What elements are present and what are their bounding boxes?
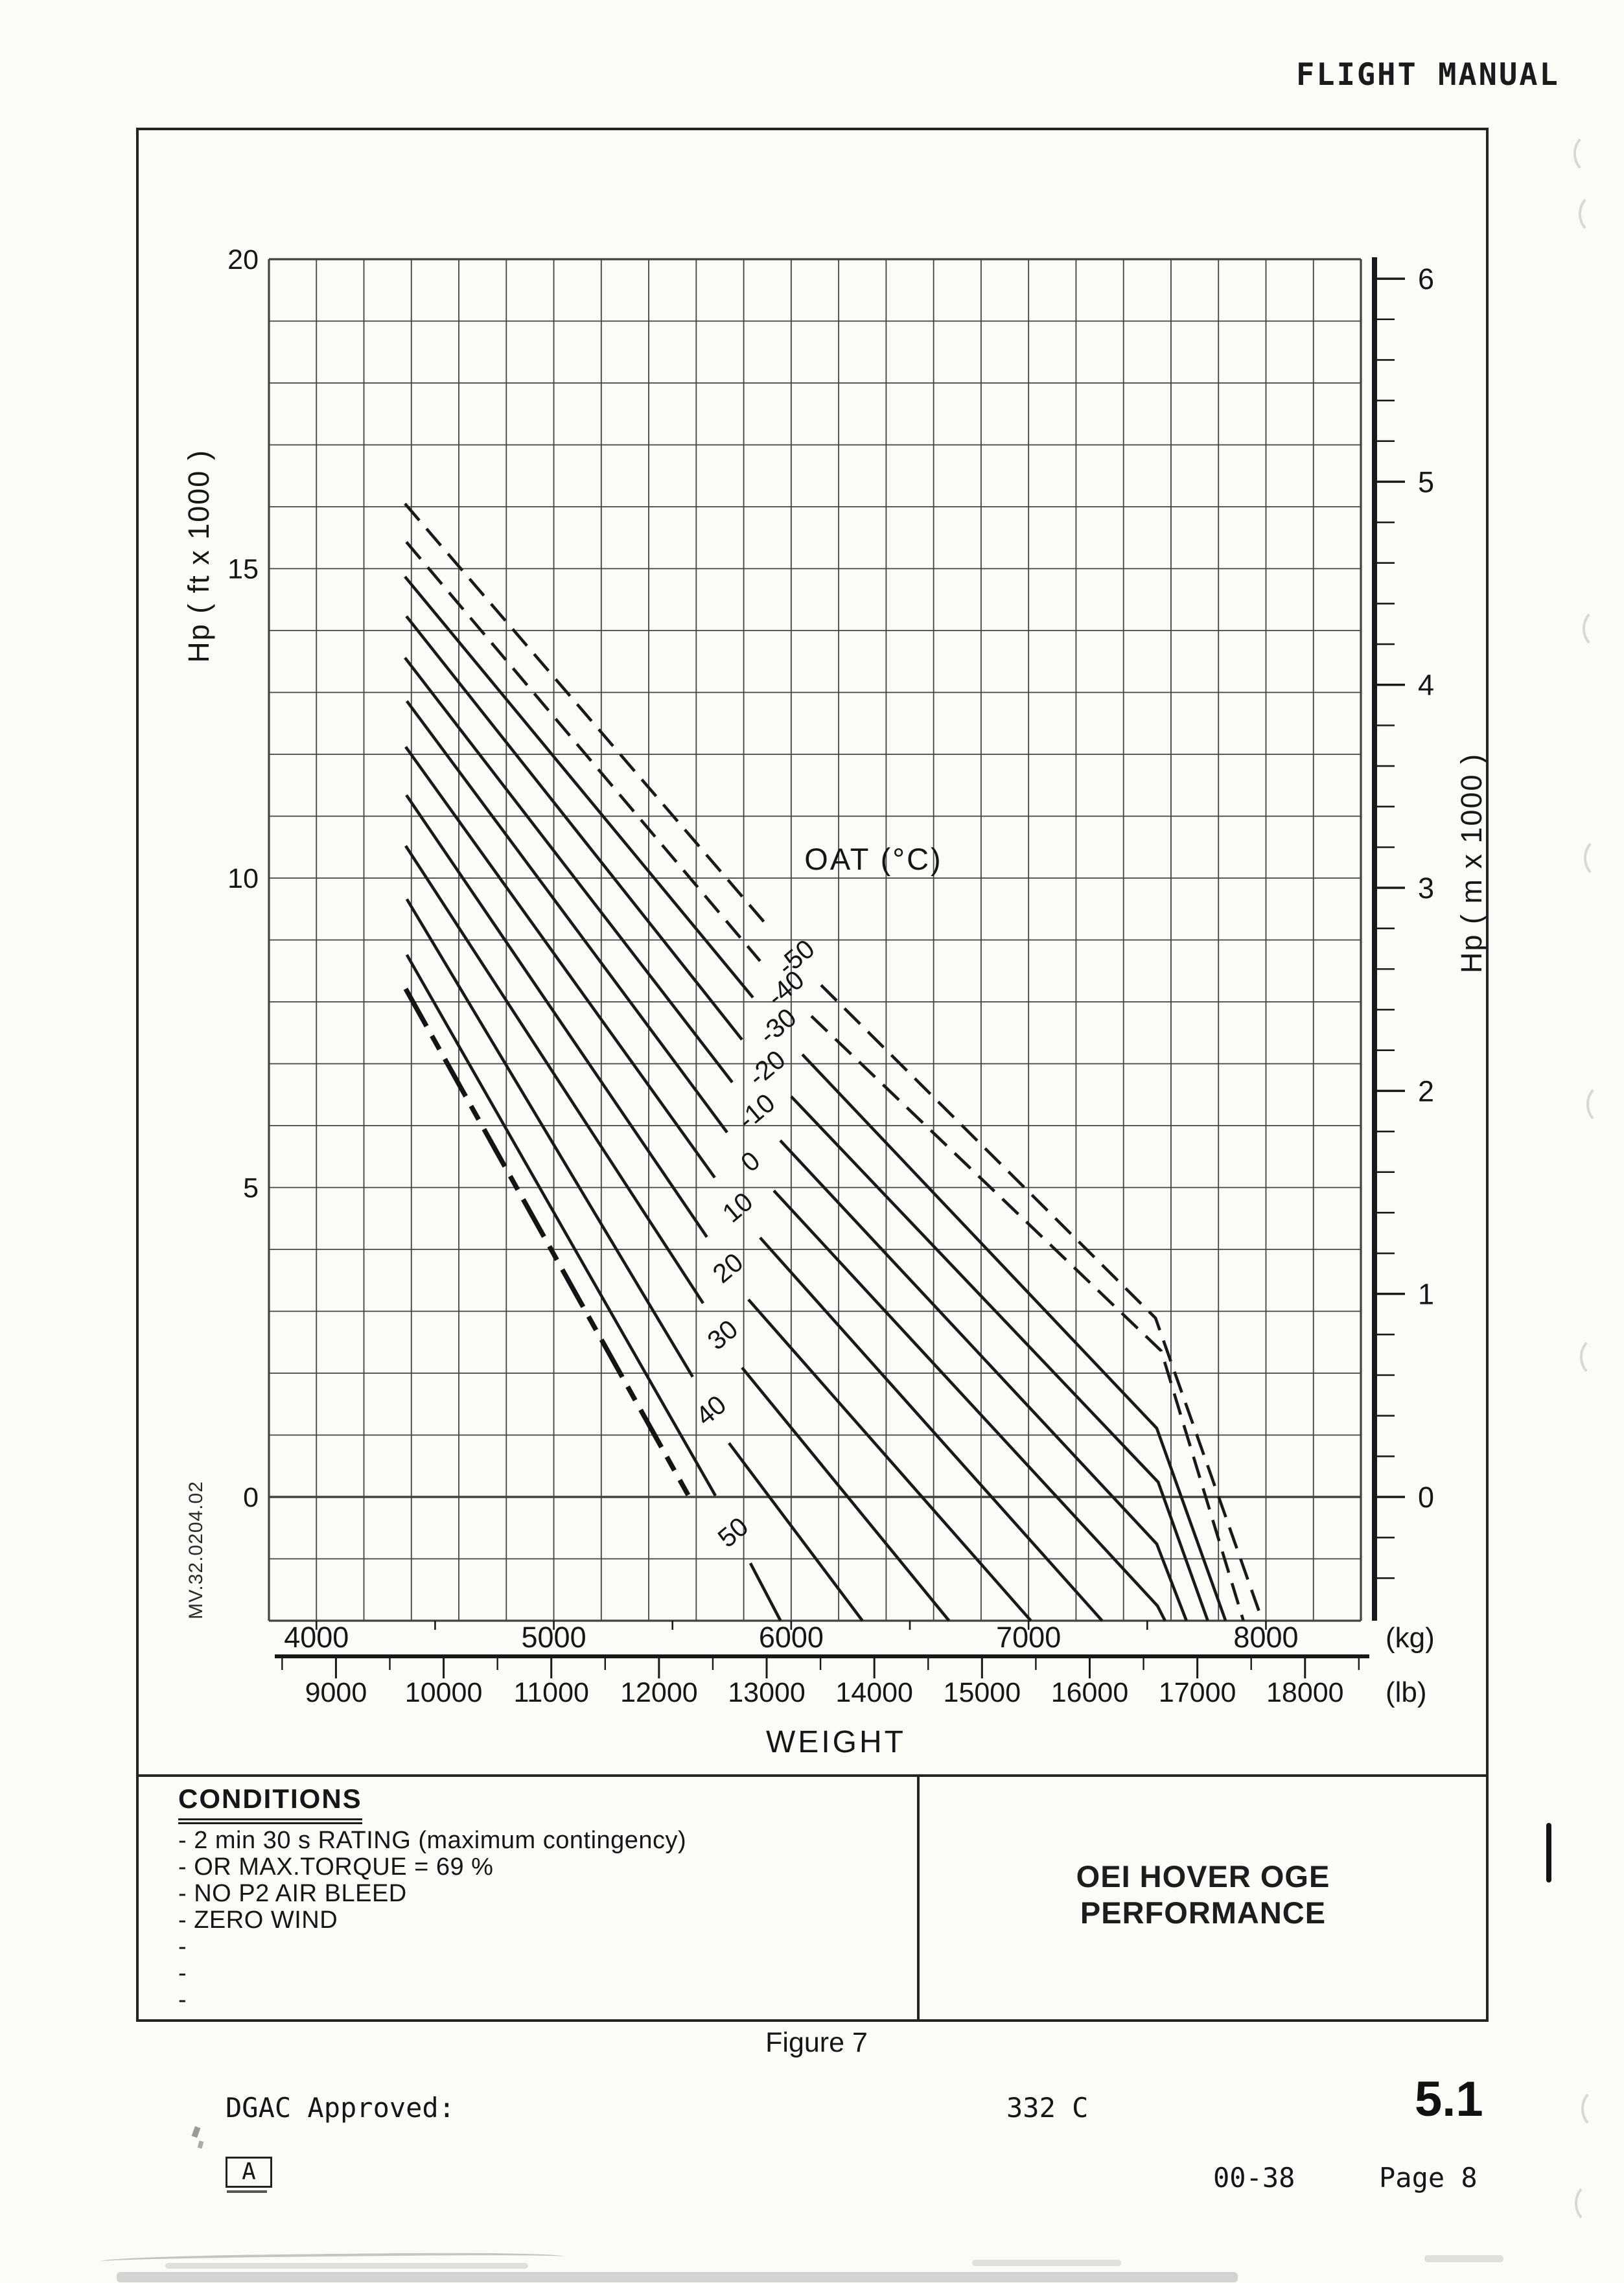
oat-curve-20: [405, 794, 708, 1238]
oat-curve--10: [404, 656, 734, 1084]
oat-curve--30: [801, 1053, 1227, 1621]
oat-curve-0: [772, 1189, 1166, 1622]
oat-curve--20: [790, 1095, 1209, 1621]
x-lb-label-16000: 16000: [1051, 1677, 1129, 1708]
y-right-tick-label-6: 6: [1418, 262, 1434, 296]
condition-item: - ZERO WIND: [178, 1906, 338, 1934]
weight-limit-line: [403, 988, 691, 1496]
oat-curve-50: [748, 1562, 782, 1622]
figure-caption: Figure 7: [765, 2027, 868, 2058]
scan-smudge-5: [117, 2272, 1238, 2282]
scan-smudge-2: [165, 2263, 528, 2269]
aircraft-type: 332 C: [1006, 2092, 1089, 2124]
hole-punch-arc-4: [1584, 837, 1620, 879]
oat-axis-title: OAT (°C): [804, 842, 942, 876]
lb-unit-label: (lb): [1386, 1676, 1427, 1708]
conditions-title-divider: [917, 1776, 920, 2021]
section-number: 5.1: [1415, 2072, 1483, 2127]
hole-punch-arc-1: [1573, 133, 1610, 174]
x-lb-label-15000: 15000: [944, 1677, 1021, 1708]
oat-curve--50: [820, 984, 1264, 1621]
condition-item: - 2 min 30 s RATING (maximum contingency…: [178, 1827, 687, 1854]
chart-reference-code: MV.32.0204.02: [185, 1481, 207, 1619]
condition-item: -: [178, 1933, 187, 1960]
x-kg-label-5000: 5000: [522, 1621, 586, 1654]
oat-curve-50: [405, 954, 717, 1497]
x-lb-label-17000: 17000: [1159, 1677, 1236, 1708]
x-lb-label-10000: 10000: [405, 1677, 483, 1708]
x-lb-label-12000: 12000: [620, 1677, 698, 1708]
oat-curve-40: [405, 898, 694, 1378]
hole-punch-arc-8: [1575, 2183, 1611, 2224]
hole-punch-arc-2: [1579, 193, 1615, 235]
y-right-tick-label-4: 4: [1418, 669, 1434, 702]
x-lb-label-13000: 13000: [728, 1677, 806, 1708]
x-kg-label-8000: 8000: [1233, 1621, 1298, 1654]
chart-title-block: OEI HOVER OGE PERFORMANCE: [920, 1859, 1487, 1931]
conditions-heading: CONDITIONS: [178, 1783, 362, 1824]
revision-letter-box: A: [226, 2157, 272, 2188]
condition-item: - NO P2 AIR BLEED: [178, 1880, 407, 1907]
y-left-tick-label-15: 15: [227, 554, 259, 585]
conditions-list: - 2 min 30 s RATING (maximum contingency…: [178, 1827, 891, 2013]
oat-curve--50: [404, 502, 772, 931]
y-right-tick-label-5: 5: [1418, 465, 1434, 498]
hole-punch-arc-5: [1586, 1084, 1623, 1125]
y-left-tick-label-20: 20: [227, 244, 259, 275]
kg-unit-label: (kg): [1386, 1622, 1435, 1654]
oat-curve--40: [810, 1015, 1245, 1621]
x-kg-label-6000: 6000: [759, 1621, 824, 1654]
conditions-box-top-border: [138, 1774, 1488, 1777]
chart-title-line1: OEI HOVER OGE: [1076, 1859, 1330, 1894]
condition-item: - OR MAX.TORQUE = 69 %: [178, 1853, 494, 1881]
oat-curve-30: [404, 845, 704, 1304]
oat-curve--20: [405, 615, 743, 1041]
chart-title-line2: PERFORMANCE: [1080, 1895, 1327, 1930]
oat-curve--40: [405, 540, 761, 962]
y-right-tick-label-3: 3: [1418, 872, 1434, 905]
y-right-tick-label-0: 0: [1418, 1481, 1434, 1514]
condition-item: -: [178, 1986, 187, 2013]
oat-curve-40: [728, 1442, 864, 1622]
oat-curve--10: [779, 1139, 1188, 1621]
condition-item: -: [178, 1960, 187, 1987]
y-left-axis-title: Hp ( ft x 1000 ): [182, 449, 215, 663]
x-kg-label-4000: 4000: [284, 1621, 349, 1654]
hole-punch-arc-6: [1580, 1336, 1616, 1378]
x-axis-title: WEIGHT: [766, 1725, 906, 1759]
hole-punch-arc-7: [1581, 2088, 1618, 2129]
y-right-axis-title: Hp ( m x 1000 ): [1455, 753, 1488, 973]
page-header-title: FLIGHT MANUAL: [1296, 57, 1560, 93]
oat-curve-0: [405, 700, 728, 1133]
x-kg-label-7000: 7000: [996, 1621, 1061, 1654]
y-left-tick-label-10: 10: [227, 863, 259, 894]
oat-curve--30: [404, 575, 754, 999]
oat-curve-20: [747, 1298, 1032, 1622]
approval-label: DGAC Approved:: [226, 2092, 456, 2124]
oat-curve-10: [759, 1236, 1104, 1622]
margin-pen-mark: [1546, 1823, 1551, 1883]
page-number: Page 8: [1379, 2162, 1478, 2194]
x-lb-label-9000: 9000: [305, 1677, 367, 1708]
x-lb-label-11000: 11000: [514, 1677, 589, 1708]
y-right-tick-label-2: 2: [1418, 1074, 1434, 1107]
oat-curve-10: [404, 746, 716, 1179]
document-code: 00-38: [1213, 2162, 1295, 2194]
scan-smudge-4: [1424, 2255, 1503, 2262]
y-left-tick-label-5: 5: [243, 1173, 259, 1204]
y-right-tick-label-1: 1: [1418, 1278, 1434, 1311]
x-lb-label-14000: 14000: [835, 1677, 913, 1708]
x-lb-label-18000: 18000: [1266, 1677, 1344, 1708]
scan-smudge-3: [972, 2260, 1121, 2266]
hole-punch-arc-3: [1583, 608, 1619, 649]
page-border-box: [136, 128, 1489, 2022]
revision-box-smudge: [227, 2190, 267, 2193]
oat-curve-30: [741, 1366, 951, 1622]
y-left-tick-label-0: 0: [243, 1482, 259, 1513]
